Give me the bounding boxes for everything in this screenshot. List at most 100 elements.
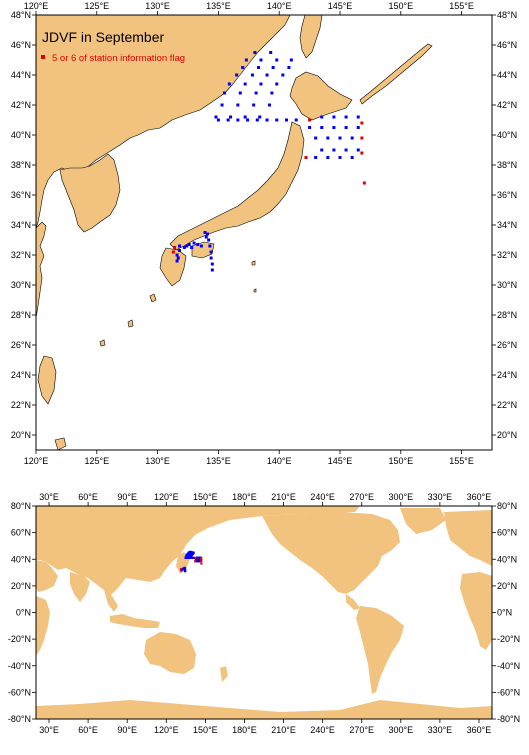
global-station-marker [197,560,200,563]
regional-station-marker [344,115,348,119]
global-lat-label-left: 60°N [11,528,31,538]
regional-station-marker [177,249,181,252]
land-ryukyu-3 [99,339,106,347]
land-north-america [262,512,400,594]
global-lon-label-bottom: 360°E [467,725,492,735]
global-lat-label-left: 0°N [16,608,31,618]
regional-station-marker [314,156,318,159]
land-arabia [36,560,58,592]
regional-map: JDVF in September 5 or 6 of station info… [11,1,517,466]
global-lon-label-top: 30°E [39,492,59,502]
global-lon-label-bottom: 210°E [271,725,296,735]
regional-station-marker [281,73,285,77]
regional-flagged-station-marker [360,121,364,125]
global-lon-label-top: 60°E [78,492,98,502]
global-flagged-station-marker [194,556,197,560]
land-se-asia [104,590,118,612]
regional-lat-label-right: 22°N [497,400,517,410]
regional-lat-label-left: 32°N [11,250,31,260]
regional-station-marker [255,118,259,122]
global-flagged-station-marker [200,559,203,562]
land-europe-right [444,510,492,566]
regional-lat-label-left: 24°N [11,370,31,380]
land-ryukyu-2 [127,319,134,328]
global-lat-label-left: -20°N [8,634,31,644]
regional-lon-label-top: 145°E [328,1,353,11]
regional-station-markers [171,51,366,272]
regional-station-marker [344,126,348,129]
regional-station-marker [246,118,250,122]
regional-lat-label-left: 40°N [11,130,31,140]
regional-lat-label-right: 30°N [497,280,517,290]
regional-station-marker [209,256,213,260]
regional-station-marker [175,259,179,263]
regional-station-marker [175,253,179,257]
regional-lat-label-left: 34°N [11,220,31,230]
global-lon-label-bottom: 30°E [39,725,59,735]
land-mainland [35,14,291,229]
regional-lon-label-bottom: 125°E [84,456,109,466]
regional-station-marker [210,262,214,266]
regional-station-marker [192,241,196,245]
land-ryukyu-1 [149,293,157,303]
land-taiwan [37,355,57,405]
global-lon-label-top: 150°E [193,492,218,502]
regional-station-marker [203,231,207,234]
regional-station-marker [271,66,275,69]
regional-station-marker [185,244,189,248]
land-hokkaido [289,71,353,121]
global-lon-label-bottom: 120°E [154,725,179,735]
land-india [70,572,90,602]
land-izu-2 [253,288,257,293]
regional-station-marker [182,246,186,249]
global-lon-label-bottom: 300°E [388,725,413,735]
global-station-marker [184,570,187,573]
regional-station-marker [356,126,360,129]
regional-station-marker [252,103,256,107]
global-lon-label-top: 90°E [117,492,137,502]
regional-lon-label-top: 150°E [388,1,413,11]
regional-station-marker [243,82,247,86]
global-lat-label-right: -60°N [497,687,520,697]
regional-station-marker [253,51,257,54]
regional-map-axes: 120°E 120°E 125°E 125°E 130°E 130°E 135°E 135°E… [11,1,517,466]
land-central-america [346,594,360,610]
regional-station-marker [320,148,324,152]
global-lon-label-top: 330°E [428,492,453,502]
regional-station-marker [209,250,213,254]
land-izu-1 [251,260,256,266]
land-sakhalin [299,14,323,59]
regional-lon-label-bottom: 155°E [449,456,474,466]
regional-station-marker [176,256,180,260]
global-lon-label-bottom: 270°E [349,725,374,735]
land-china-coast [35,221,47,319]
regional-station-marker [269,51,273,54]
regional-station-marker [250,73,254,77]
regional-lat-label-left: 36°N [11,190,31,200]
regional-lat-label-right: 24°N [497,370,517,380]
regional-station-marker [177,244,181,248]
global-lat-label-right: 60°N [497,528,517,538]
regional-station-marker [284,118,288,122]
global-lat-label-left: 40°N [11,554,31,564]
global-lat-label-left: -60°N [8,687,31,697]
regional-lon-label-bottom: 130°E [145,456,170,466]
regional-lat-label-left: 30°N [11,280,31,290]
regional-station-marker [204,235,208,239]
regional-station-marker [196,243,200,246]
regional-station-marker [350,156,354,159]
land-hainan [54,437,67,451]
regional-station-marker [265,118,269,122]
global-lat-label-right: 20°N [497,581,517,591]
regional-station-marker [287,66,291,69]
global-lon-label-bottom: 150°E [193,725,218,735]
regional-station-marker [214,115,218,119]
regional-station-marker [236,103,240,107]
regional-lon-label-bottom: 120°E [24,456,49,466]
regional-station-marker [356,148,360,152]
regional-station-marker [350,136,354,140]
legend-marker [41,55,45,59]
regional-lat-label-left: 38°N [11,160,31,170]
regional-lat-label-right: 28°N [497,310,517,320]
regional-station-marker [226,118,230,122]
